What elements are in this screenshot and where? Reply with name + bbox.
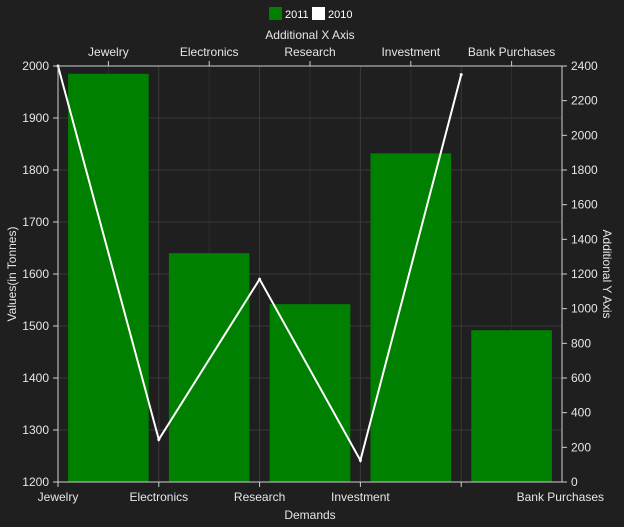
y-tick-label-2000: 2000 <box>22 59 49 73</box>
point-2010-4 <box>459 73 463 77</box>
y-tick-label-1900: 1900 <box>22 111 49 125</box>
tick-labels: 1200 1300 1400 1500 1600 1700 1800 1900 2000 0 200… <box>22 45 604 504</box>
x-tick-label-bank-purchases: Bank Purchases <box>517 490 604 504</box>
point-2010-3 <box>358 458 362 462</box>
x-tick-label-electronics: Electronics <box>129 490 188 504</box>
y2-tick-label-200: 200 <box>571 440 591 454</box>
y-tick-label-1200: 1200 <box>22 475 49 489</box>
x2-tick-label-electronics: Electronics <box>180 45 239 59</box>
y-tick-label-1500: 1500 <box>22 319 49 333</box>
y2-tick-label-2400: 2400 <box>571 59 598 73</box>
y-tick-label-1700: 1700 <box>22 215 49 229</box>
x-tick-label-research: Research <box>234 490 285 504</box>
x2-tick-label-bank-purchases: Bank Purchases <box>468 45 555 59</box>
y2-tick-label-1400: 1400 <box>571 232 598 246</box>
bar-2011-research <box>269 304 351 482</box>
y2-tick-label-1200: 1200 <box>571 267 598 281</box>
legend: 2011 2010 <box>269 7 352 21</box>
bars-2011 <box>68 73 552 483</box>
x2-tick-label-jewelry: Jewelry <box>88 45 129 59</box>
point-2010-2 <box>258 277 262 281</box>
line-2010 <box>56 64 463 463</box>
x-tick-label-jewelry: Jewelry <box>38 490 79 504</box>
y-tick-label-1300: 1300 <box>22 423 49 437</box>
y2-tick-label-1000: 1000 <box>571 302 598 316</box>
bar-2011-bank-purchases <box>471 330 552 482</box>
bar-2011-jewelry <box>68 73 149 483</box>
y-tick-label-1800: 1800 <box>22 163 49 177</box>
y2-tick-label-0: 0 <box>571 475 578 489</box>
y2-tick-label-1800: 1800 <box>571 163 598 177</box>
additional-x-axis-title: Additional X Axis <box>265 28 354 42</box>
legend-swatch-2011 <box>269 7 282 20</box>
y2-tick-label-1600: 1600 <box>571 198 598 212</box>
y2-tick-label-800: 800 <box>571 336 591 350</box>
legend-label-2011: 2011 <box>285 9 309 21</box>
y-axis-title: Values(in Tonnes) <box>5 227 19 322</box>
y2-tick-label-2200: 2200 <box>571 94 598 108</box>
x-axis-title: Demands <box>284 508 335 522</box>
axes <box>53 61 567 487</box>
y2-tick-label-600: 600 <box>571 371 591 385</box>
legend-label-2010: 2010 <box>328 9 352 21</box>
additional-y-axis-title: Additional Y Axis <box>600 230 614 319</box>
bar-2011-electronics <box>168 253 250 482</box>
bar-2011-investment <box>370 153 452 483</box>
x-tick-label-investment: Investment <box>331 490 390 504</box>
x2-tick-label-research: Research <box>284 45 335 59</box>
x2-tick-label-investment: Investment <box>381 45 440 59</box>
y2-tick-label-2000: 2000 <box>571 128 598 142</box>
legend-swatch-2010 <box>312 7 325 20</box>
y-tick-label-1400: 1400 <box>22 371 49 385</box>
y-tick-label-1600: 1600 <box>22 267 49 281</box>
point-2010-1 <box>157 438 161 442</box>
y2-tick-label-400: 400 <box>571 406 591 420</box>
